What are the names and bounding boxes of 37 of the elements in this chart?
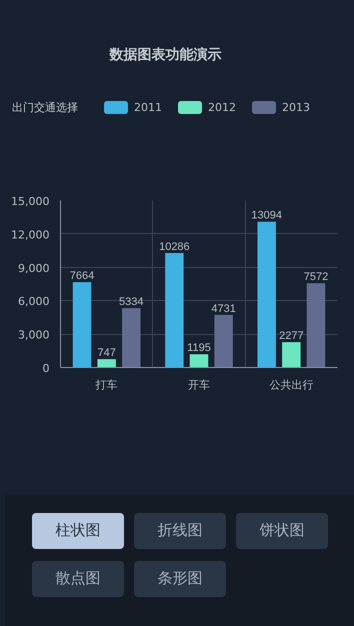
bar	[165, 252, 184, 368]
text: 散点图	[32, 561, 124, 597]
text: 饼状图	[236, 513, 328, 549]
data-label: 13094	[251, 210, 282, 222]
chart-title: 数据图表功能演示	[108, 46, 222, 63]
legend-label: 2012	[208, 100, 236, 116]
bar	[97, 359, 116, 368]
legend-label: 2011	[134, 100, 162, 116]
x-tick-label: 公共出行	[269, 378, 314, 392]
y-tick-label: 6,000	[18, 295, 50, 308]
bar	[122, 308, 141, 368]
legend-title: 出门交通选择	[12, 100, 78, 116]
bar	[214, 314, 233, 368]
bar	[306, 283, 326, 368]
x-tick-label: 打车	[94, 378, 118, 392]
data-label: 5334	[119, 296, 144, 308]
y-tick-label: 0	[42, 362, 50, 375]
text: 柱状图	[32, 513, 124, 549]
data-label: 7572	[304, 271, 328, 284]
data-label: 1195	[187, 342, 211, 354]
x-tick-label: 开车	[188, 378, 210, 392]
y-tick-label: 15,000	[11, 195, 50, 208]
data-label: 10286	[159, 240, 190, 253]
text: 折线图	[134, 513, 226, 549]
bar	[190, 354, 208, 368]
data-label: 7664	[70, 270, 94, 282]
legend-label: 2013	[282, 100, 310, 116]
data-label: 4731	[211, 302, 236, 315]
y-tick-label: 3,000	[18, 328, 50, 342]
bar	[282, 342, 301, 368]
data-label: 2277	[279, 330, 304, 342]
bar	[72, 282, 92, 368]
data-label: 747	[97, 347, 116, 360]
bar	[257, 222, 276, 368]
y-tick-label: 9,000	[18, 262, 50, 275]
text: 条形图	[134, 561, 226, 597]
y-tick-label: 12,000	[11, 228, 50, 242]
